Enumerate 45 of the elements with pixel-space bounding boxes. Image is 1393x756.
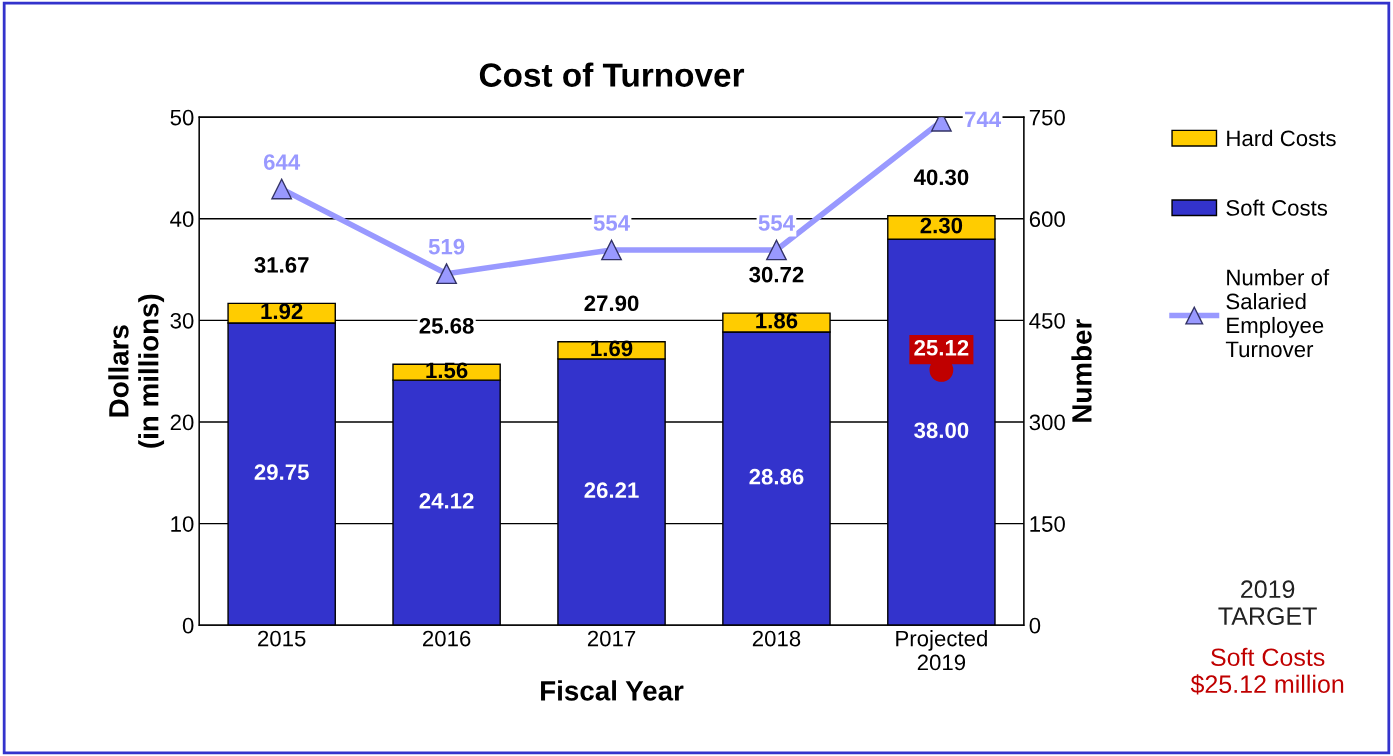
data-label: 24.12 bbox=[419, 492, 474, 509]
y-tick-label: 10 bbox=[171, 516, 194, 532]
x-tick-label: 2015 bbox=[258, 630, 306, 647]
data-label: 1.86 bbox=[756, 312, 798, 329]
data-label: 554 bbox=[758, 215, 795, 231]
chart-title: Cost of Turnover bbox=[479, 62, 745, 87]
total-label: 40.30 bbox=[913, 169, 969, 186]
y2-axis-title: Number bbox=[1071, 319, 1092, 422]
y-tick-label: 0 bbox=[182, 617, 194, 634]
y2-tick-label: 750 bbox=[1029, 109, 1065, 126]
y2-tick-label: 150 bbox=[1030, 516, 1065, 532]
data-label: 1.92 bbox=[261, 303, 303, 320]
y-tick-label: 20 bbox=[170, 414, 194, 431]
data-label: 644 bbox=[263, 154, 301, 170]
data-label: 554 bbox=[593, 215, 630, 231]
data-label: 2.30 bbox=[920, 217, 963, 234]
data-label: 38.00 bbox=[914, 422, 969, 439]
y-tick-label: 50 bbox=[170, 109, 194, 126]
y2-tick-label: 300 bbox=[1029, 414, 1065, 431]
text: 2019 TARGET bbox=[1218, 580, 1317, 625]
y2-tick-label: 600 bbox=[1029, 211, 1065, 228]
data-label: 28.86 bbox=[749, 468, 804, 485]
x-tick-label: 2017 bbox=[587, 630, 636, 647]
legend-label: Hard Costs bbox=[1227, 129, 1336, 147]
legend-label: Number of Salaried Employee Turnover bbox=[1225, 269, 1330, 358]
x-tick-label: Projected 2019 bbox=[896, 630, 987, 671]
data-label: 25.12 bbox=[914, 339, 969, 356]
total-label: 30.72 bbox=[749, 266, 804, 283]
y2-tick-label: 450 bbox=[1029, 312, 1065, 329]
data-label: 519 bbox=[428, 238, 465, 255]
total-label: 31.67 bbox=[254, 257, 309, 273]
legend-label: Soft Costs bbox=[1226, 199, 1328, 216]
data-label: 26.21 bbox=[584, 482, 639, 499]
x-tick-label: 2018 bbox=[752, 630, 801, 647]
data-label: 744 bbox=[965, 111, 1002, 127]
y-tick-label: 30 bbox=[170, 312, 194, 329]
data-label: 29.75 bbox=[254, 464, 309, 481]
total-label: 25.68 bbox=[419, 317, 474, 334]
total-label: 27.90 bbox=[584, 295, 639, 312]
y2-tick-label: 0 bbox=[1029, 617, 1041, 634]
x-tick-label: 2016 bbox=[423, 630, 471, 647]
y-axis-title: Dollars (in millions) bbox=[108, 294, 165, 448]
y-tick-label: 40 bbox=[170, 211, 194, 228]
x-axis-title: Fiscal Year bbox=[541, 680, 684, 701]
text: Soft Costs $25.12 million bbox=[1190, 647, 1344, 695]
